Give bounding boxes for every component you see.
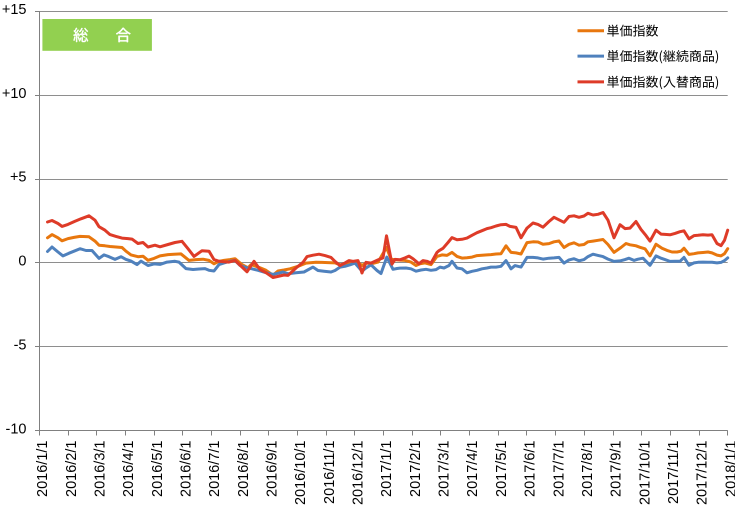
svg-text:2016/3/1: 2016/3/1	[92, 441, 108, 497]
svg-text:2017/7/1: 2017/7/1	[551, 441, 567, 497]
svg-text:0: 0	[18, 254, 26, 270]
svg-text:2016/6/1: 2016/6/1	[178, 441, 194, 497]
svg-text:2017/3/1: 2017/3/1	[437, 441, 453, 497]
svg-text:+10: +10	[2, 86, 27, 102]
svg-text:2016/4/1: 2016/4/1	[121, 441, 137, 497]
svg-text:2016/9/1: 2016/9/1	[265, 441, 281, 497]
svg-text:2016/7/1: 2016/7/1	[207, 441, 223, 497]
svg-text:2017/2/1: 2017/2/1	[408, 441, 424, 497]
svg-text:2018/1/1: 2018/1/1	[723, 441, 735, 497]
svg-text:2017/5/1: 2017/5/1	[494, 441, 510, 497]
svg-text:2017/8/1: 2017/8/1	[580, 441, 596, 497]
svg-text:+15: +15	[2, 2, 27, 18]
svg-text:2016/8/1: 2016/8/1	[236, 441, 252, 497]
svg-text:2017/10/1: 2017/10/1	[637, 441, 653, 506]
svg-text:2017/11/1: 2017/11/1	[666, 441, 682, 504]
svg-text:2016/11/1: 2016/11/1	[322, 441, 338, 504]
svg-text:2016/10/1: 2016/10/1	[293, 441, 309, 506]
svg-text:-5: -5	[14, 337, 27, 353]
svg-text:2016/2/1: 2016/2/1	[64, 441, 80, 497]
svg-text:+5: +5	[10, 170, 27, 186]
svg-text:2017/6/1: 2017/6/1	[523, 441, 539, 497]
svg-text:2017/9/1: 2017/9/1	[609, 441, 625, 497]
svg-text:2017/1/1: 2017/1/1	[379, 441, 395, 497]
svg-text:2016/1/1: 2016/1/1	[35, 441, 51, 497]
svg-text:2017/12/1: 2017/12/1	[695, 441, 711, 506]
svg-text:2016/12/1: 2016/12/1	[351, 441, 367, 506]
svg-text:2016/5/1: 2016/5/1	[150, 441, 166, 497]
svg-text:-10: -10	[6, 421, 27, 437]
svg-text:2017/4/1: 2017/4/1	[465, 441, 481, 497]
